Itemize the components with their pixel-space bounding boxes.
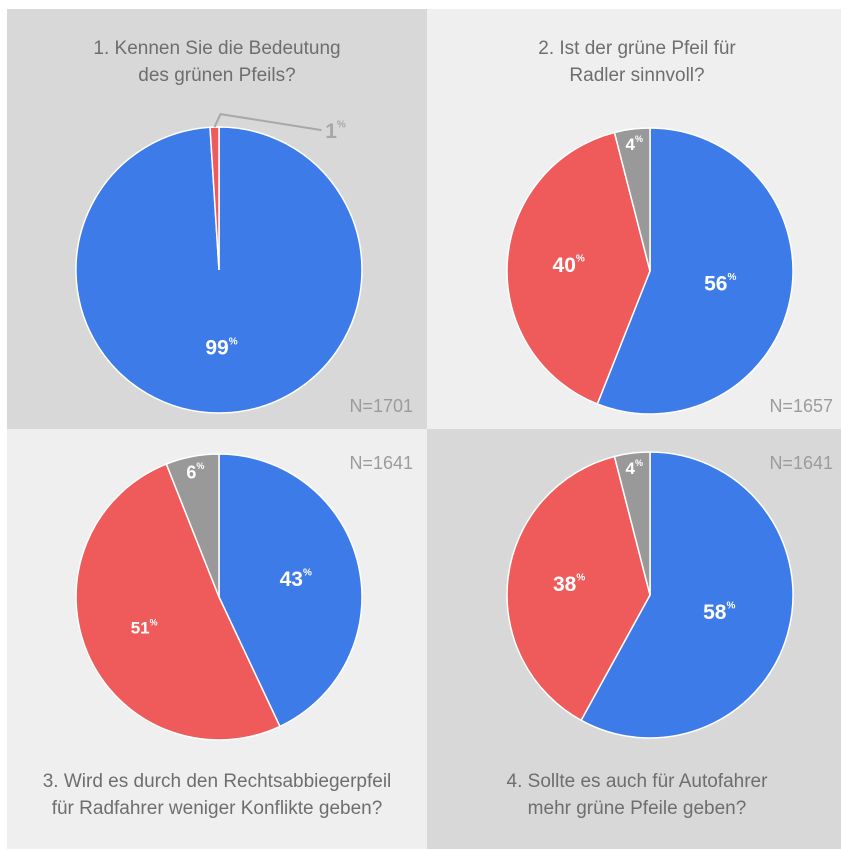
sample-size-4: N=1641 [769,453,833,473]
chart-title-4: 4. Sollte es auch für Autofahrer mehr gr… [437,768,837,822]
chart-title-1-line-1: 1. Kennen Sie die Bedeutung [93,38,341,59]
chart-title-2-line-2: Radler sinnvoll? [569,65,705,86]
chart-title-4-line-2: mehr grüne Pfeile geben? [527,798,747,819]
pie-chart-2: 56% 40% 4% [506,127,794,415]
pie-2-slice-2 [506,131,651,405]
pie-2-label-2: 40% [553,253,585,276]
pie-3-slice-1 [218,453,363,728]
pie-1-leader-line [213,112,322,132]
pie-4-slice-1 [580,451,794,739]
sample-size-2: N=1657 [769,396,833,416]
pie-chart-1: 99% 1% [75,112,363,414]
chart-title-4-line-1: 4. Sollte es auch für Autofahrer [506,771,768,792]
pie-chart-4: 58% 38% 4% [506,451,794,739]
sample-size-1: N=1701 [349,396,413,416]
chart-title-1-line-2: des grünen Pfeils? [138,65,296,86]
chart-title-1: 1. Kennen Sie die Bedeutung des grünen P… [17,35,417,89]
sample-size-3: N=1641 [349,453,413,473]
pie-4-label-3: 4% [625,459,642,479]
chart-panel-2: 56% 40% 4% 2. Ist der grüne Pfeil für Radl… [427,9,841,429]
chart-title-3-line-2: für Radfahrer weniger Konflikte geben? [51,798,383,819]
pie-2-label-1: 56% [704,272,736,295]
chart-title-2: 2. Ist der grüne Pfeil für Radler sinnvo… [437,35,837,89]
pie-1-label-2: 1% [325,119,346,142]
pie-3-slice-3 [165,453,220,598]
pie-4-label-1: 58% [703,600,735,623]
chart-panel-3: 43% 51% 6% 3. Wird es durch den Rechtsabbi… [7,429,427,849]
pie-4-slice-3 [613,451,651,596]
pie-3-label-1: 43% [280,567,312,590]
chart-title-2-line-1: 2. Ist der grüne Pfeil für [538,38,736,59]
pie-3-label-2: 51% [131,618,158,638]
pie-3-slice-2 [75,463,281,741]
chart-title-3-line-1: 3. Wird es durch den Rechtsabbiegerpfeil [42,771,392,792]
pie-4-label-2: 38% [553,572,585,595]
pie-2-slice-1 [596,127,794,415]
pie-3-label-3: 6% [186,461,204,482]
pie-2-label-3: 4% [625,135,642,155]
chart-title-3: 3. Wird es durch den Rechtsabbiegerpfeil… [17,768,417,822]
pie-4-slice-2 [506,455,651,722]
pie-1-label-1: 99% [205,336,237,359]
chart-panel-1: 99% 1% 1. Kennen Sie die Bedeutung des gr… [7,9,427,429]
pie-2-slice-3 [613,127,651,272]
chart-panel-4: 58% 38% 4% 4. Sollte es auch für Autofahre… [427,429,841,849]
pie-chart-3: 43% 51% 6% [75,453,363,741]
